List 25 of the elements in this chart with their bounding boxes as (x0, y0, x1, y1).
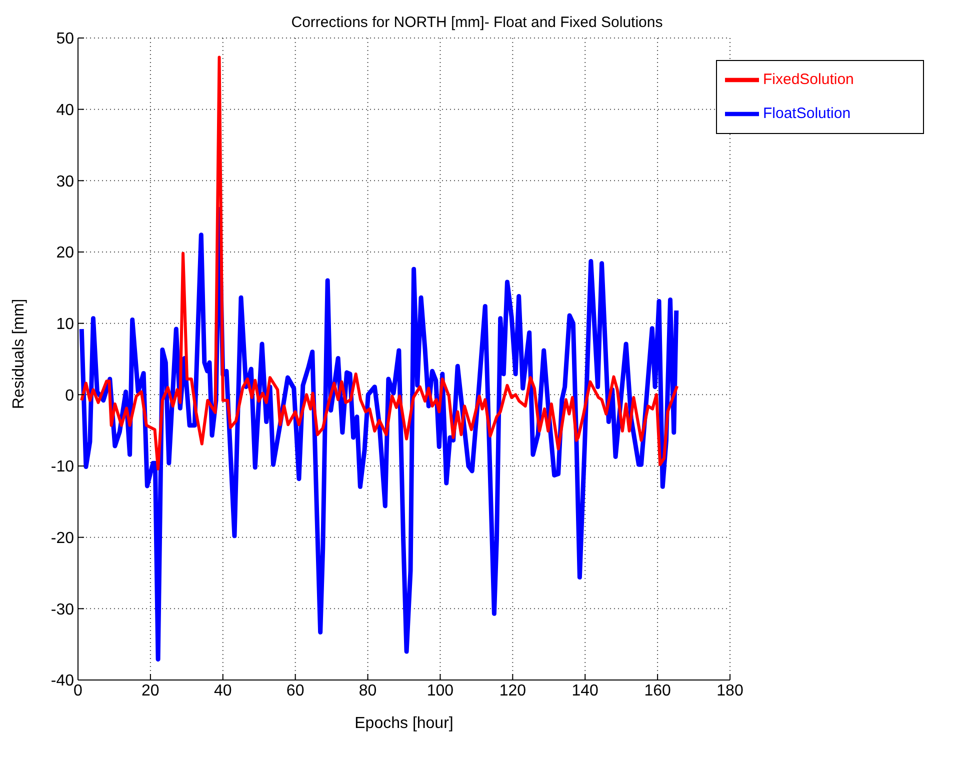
x-tick-label: 60 (286, 682, 304, 700)
y-tick-label: -20 (50, 530, 74, 548)
y-tick-label: 20 (56, 244, 74, 262)
x-tick-label: 180 (716, 682, 744, 700)
x-tick-label: 120 (499, 682, 526, 700)
legend-label: FixedSolution (763, 70, 854, 88)
y-axis-title: Residuals [mm] (10, 298, 28, 409)
y-tick-label: 0 (65, 387, 74, 404)
x-tick-label: 160 (644, 682, 671, 700)
x-tick-label: 40 (214, 682, 232, 700)
y-tick-label: -30 (50, 601, 74, 618)
legend-label: FloatSolution (763, 104, 851, 122)
x-tick-label: 100 (426, 682, 454, 700)
x-tick-label: 80 (358, 682, 377, 700)
y-tick-label: 40 (56, 102, 74, 120)
y-tick-label: 30 (56, 173, 74, 190)
x-tick-label: 20 (142, 682, 160, 700)
y-tick-label: 50 (56, 30, 74, 48)
y-tick-label: 10 (56, 316, 74, 334)
x-tick-label: 140 (572, 682, 599, 700)
y-tick-label: -10 (50, 458, 74, 476)
chart-title: Corrections for NORTH [mm]- Float and Fixed Solutions (290, 14, 664, 31)
x-axis-title: Epochs [hour] (354, 715, 454, 732)
line-series (80, 56, 679, 470)
y-tick-label: -40 (50, 672, 74, 690)
